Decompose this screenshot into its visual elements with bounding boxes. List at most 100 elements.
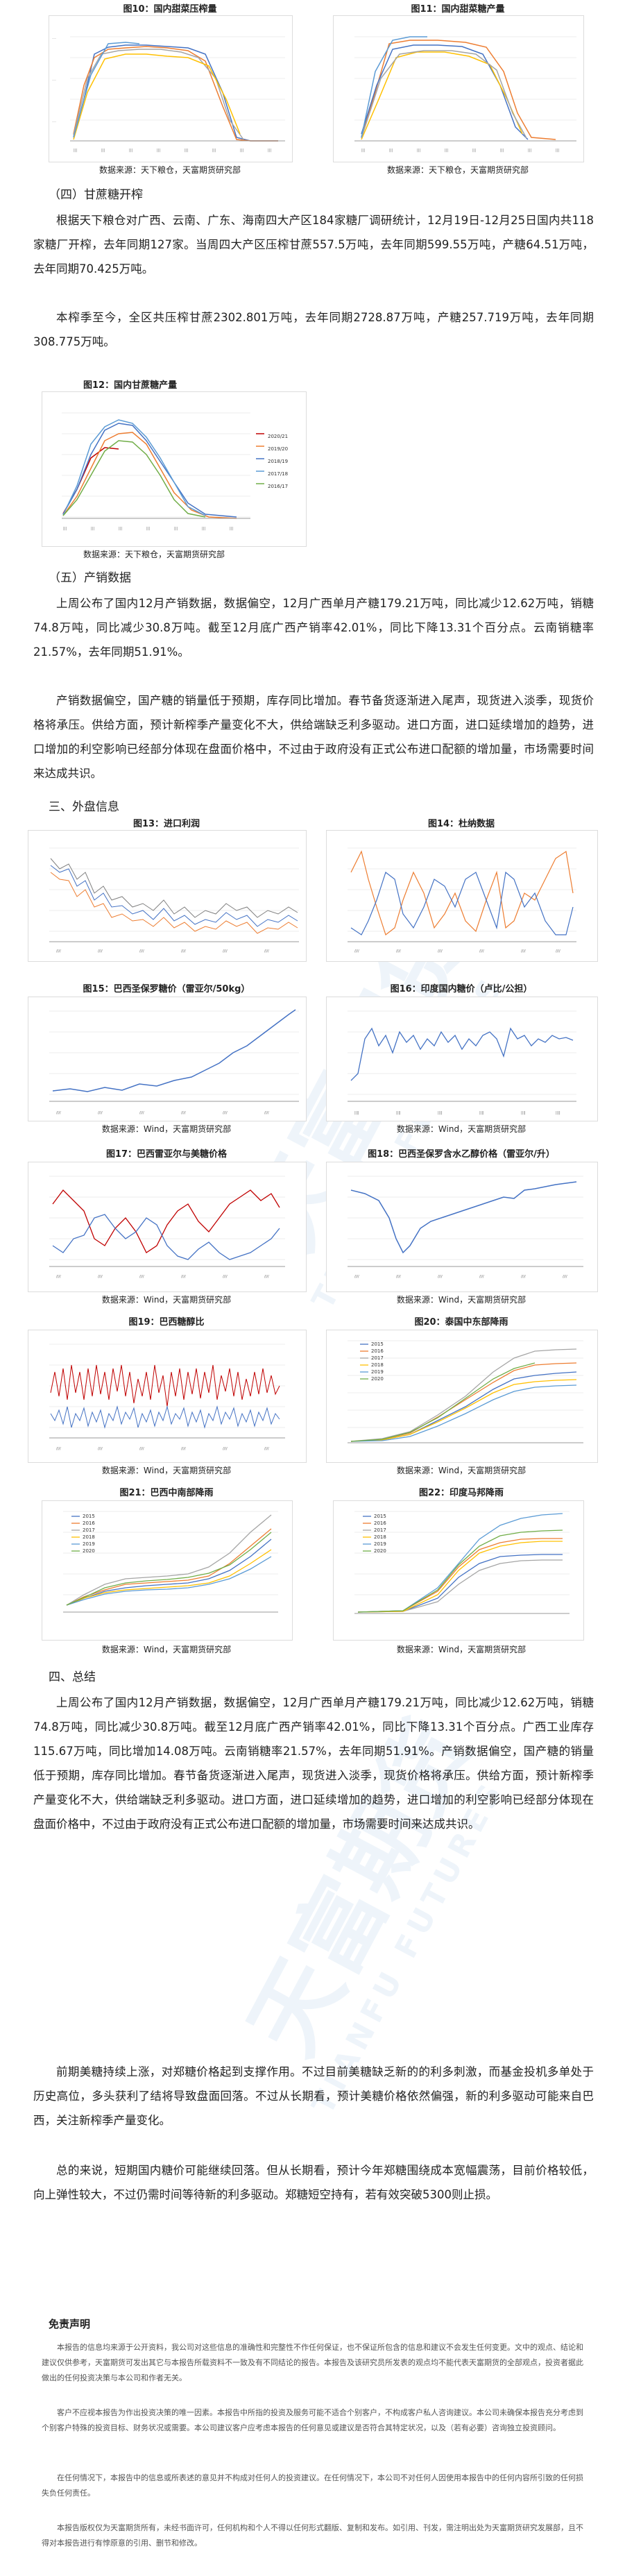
disclaimer-paragraph-3: 在任何情况下，本报告中的信息或所表述的意见并不构成对任何人的投资建议。在任何情况… xyxy=(42,2473,583,2498)
section-heading-overseas: 三、外盘信息 xyxy=(49,800,119,814)
svg-text:////: //// xyxy=(56,1275,61,1279)
svg-text:////: //// xyxy=(396,949,401,954)
paragraph-raw-sugar: 前期美糖持续上涨，对郑糖价格起到支撑作用。不过目前美糖缺乏新的的利多刺激，而基金… xyxy=(33,2065,594,2127)
disclaimer-title: 免责声明 xyxy=(49,2318,91,2330)
india-rainfall-svg xyxy=(354,1511,570,1614)
svg-text:////: //// xyxy=(181,1111,186,1115)
legend-2019: 2019 xyxy=(374,1541,386,1547)
figure-18: 图18：巴西圣保罗含水乙醇价格（雷亚尔/升） /////////////////… xyxy=(326,1146,598,1310)
figure-title: 图12：国内甘蔗糖产量 xyxy=(83,380,178,391)
legend-2017: 2017 xyxy=(374,1527,386,1533)
paragraph-sales-data: 上周公布了国内12月产销数据，数据偏空，12月广西单月产糖179.21万吨，同比… xyxy=(33,597,594,659)
legend-2016-17: 2016/17 xyxy=(268,484,289,489)
svg-text:|||: ||| xyxy=(472,149,476,153)
svg-text:…: … xyxy=(52,35,56,40)
figure-17: 图17：巴西雷亚尔与美糖价格 //// //// //// //// //////// … xyxy=(28,1146,307,1310)
figure-16: 图16：印度国内糖价（卢比/公担） |||| |||| |||| |||| |||| ||… xyxy=(326,981,598,1141)
legend-labels: 2020/21 2019/20 2018/19 2017/18 2016/17 xyxy=(268,430,288,493)
disclaimer-paragraph-4: 本报告版权仅为天富期货所有，未经书面许可，任何机构和个人不得以任何形式翻版、复制… xyxy=(42,2523,583,2548)
chart-brl-vs-raw-sugar: //// //// //// //// //// //// xyxy=(28,1162,307,1292)
svg-text:||||: |||| xyxy=(354,1111,359,1115)
paragraph-cane-survey: 根据天下粮仓对广西、云南、广东、海南四大产区184家糖厂调研统计，12月19日-… xyxy=(33,214,594,276)
chart-import-profit: //// //// //// //// //// //// xyxy=(28,830,307,962)
svg-text:////: //// xyxy=(98,1447,103,1451)
svg-text:|||: ||| xyxy=(445,149,448,153)
svg-text:|||: ||| xyxy=(230,527,233,531)
chart-thailand-rainfall: 2015 2016 2017 2018 2019 2020 xyxy=(326,1330,598,1463)
figure-title: 图16：印度国内糖价（卢比/公担） xyxy=(390,984,533,994)
legend-2015: 2015 xyxy=(374,1514,386,1519)
legend-2019: 2019 xyxy=(83,1541,95,1547)
svg-text:|||: ||| xyxy=(240,149,243,153)
brl-vs-raw-sugar-svg: //// //// //// //// //// //// xyxy=(49,1176,285,1279)
svg-text:////: //// xyxy=(479,949,484,954)
svg-text:////: //// xyxy=(563,1275,567,1279)
figure-title: 图10：国内甜菜压榨量 xyxy=(123,4,217,15)
svg-text:|||: ||| xyxy=(202,527,205,531)
paragraph-conclusion: 总的来说，短期国内糖价可能继续回落。但从长期看，预计今年郑糖围绕成本宽幅震荡，目… xyxy=(33,2164,594,2201)
legend-2018: 2018 xyxy=(374,1534,386,1540)
figure-title: 图15：巴西圣保罗糖价（雷亚尔/50kg） xyxy=(83,984,250,994)
svg-text:|||: ||| xyxy=(119,527,122,531)
svg-text:|||: ||| xyxy=(74,149,77,153)
svg-text:////: //// xyxy=(264,1447,269,1451)
chart-beet-sugar-output: ||| ||| ||| ||| ||| ||| ||| ||| xyxy=(333,15,584,162)
legend-2018: 2018 xyxy=(83,1534,95,1540)
figure-title: 图22：印度马邦降雨 xyxy=(418,1488,504,1498)
disclaimer-paragraph-2: 客户不应视本报告为作出投资决策的唯一因素。本报告中所指的投资及服务可能不适合个别… xyxy=(42,2408,583,2432)
svg-text:////: //// xyxy=(354,1275,359,1279)
legend-2015: 2015 xyxy=(371,1341,384,1347)
svg-text:|||: ||| xyxy=(268,149,271,153)
chart-brazil-sugar-mix: //// //// //// //// //// //// xyxy=(28,1330,307,1463)
section-heading-summary: 四、总结 xyxy=(49,1670,96,1684)
brazil-sugar-mix-svg: //// //// //// //// //// //// xyxy=(49,1344,285,1451)
svg-text:////: //// xyxy=(223,1275,228,1279)
chart-beet-crushing: … … … ||| ||| ||| ||| ||| ||| ||| ||| xyxy=(49,15,293,162)
legend-2019-20: 2019/20 xyxy=(268,446,289,452)
figure-13: 图13：进口利润 //// //// //// //// //// //// xyxy=(28,816,307,976)
svg-text:|||: ||| xyxy=(361,149,365,153)
svg-text:////: //// xyxy=(56,949,61,954)
figure-title: 图13：进口利润 xyxy=(132,819,200,829)
legend-labels: 2015 2016 2017 2018 2019 2020 xyxy=(374,1513,386,1554)
legend-2017: 2017 xyxy=(83,1527,95,1533)
thailand-rainfall-svg xyxy=(348,1340,583,1443)
svg-text:|||: ||| xyxy=(528,149,531,153)
figure-source: 数据来源：Wind，天富期货研究部 xyxy=(101,1645,232,1654)
legend-2020: 2020 xyxy=(371,1376,384,1382)
svg-text:////: //// xyxy=(223,1111,228,1115)
figure-title: 图14：杜纳数据 xyxy=(427,819,495,829)
svg-text:|||: ||| xyxy=(417,149,420,153)
figure-15: 图15：巴西圣保罗糖价（雷亚尔/50kg） //////////////////… xyxy=(28,981,307,1141)
beet-sugar-output-svg: ||| ||| ||| ||| ||| ||| ||| ||| xyxy=(354,36,576,153)
figure-14: 图14：杜纳数据 //// //// //// //// //// //// xyxy=(326,816,598,976)
legend-2017-18: 2017/18 xyxy=(268,471,289,477)
legend-2018: 2018 xyxy=(371,1362,384,1368)
legend-2015: 2015 xyxy=(83,1514,95,1519)
chart-legend xyxy=(71,1516,80,1552)
svg-text:|||: ||| xyxy=(157,149,160,153)
chart-brazil-sugar-price: //// //// //// //// //// //// xyxy=(28,997,307,1121)
section-heading-sales-data: （五）产销数据 xyxy=(49,571,131,585)
section-heading-cane-crushing: （四）甘蔗糖开榨 xyxy=(49,188,143,202)
figure-10: 图10：国内甜菜压榨量 … … … ||| ||| ||| ||| ||| ||| ||| |||… xyxy=(42,0,298,177)
figure-title: 图18：巴西圣保罗含水乙醇价格（雷亚尔/升） xyxy=(368,1149,555,1160)
svg-text:////: //// xyxy=(438,1275,443,1279)
paragraph-sales-analysis: 产销数据偏空，国产糖的销量低于预期，库存同比增加。春节备货逐渐进入尾声，现货进入… xyxy=(33,694,594,780)
figure-title: 图19：巴西糖醇比 xyxy=(128,1317,205,1328)
svg-text:////: //// xyxy=(181,1447,186,1451)
svg-text:////: //// xyxy=(223,1447,228,1451)
svg-text:////: //// xyxy=(223,949,228,954)
svg-text:////: //// xyxy=(181,949,186,954)
svg-text:||||: |||| xyxy=(521,1111,526,1115)
svg-text:|||: ||| xyxy=(389,149,393,153)
svg-text:…: … xyxy=(52,119,56,124)
duna-data-svg: //// //// //// //// //// //// xyxy=(348,847,576,954)
svg-text:|||: ||| xyxy=(185,149,188,153)
svg-text:…: … xyxy=(52,77,56,82)
figure-12: 图12：国内甘蔗糖产量 ||| ||| ||| ||| ||| ||| ||| xyxy=(42,378,319,561)
chart-brazil-ethanol-price: //// //// //// //// //// //// xyxy=(326,1162,598,1292)
legend-labels: 2015 2016 2017 2018 2019 2020 xyxy=(83,1513,95,1554)
svg-text:|||: ||| xyxy=(174,527,178,531)
legend-2020-21: 2020/21 xyxy=(268,434,289,439)
